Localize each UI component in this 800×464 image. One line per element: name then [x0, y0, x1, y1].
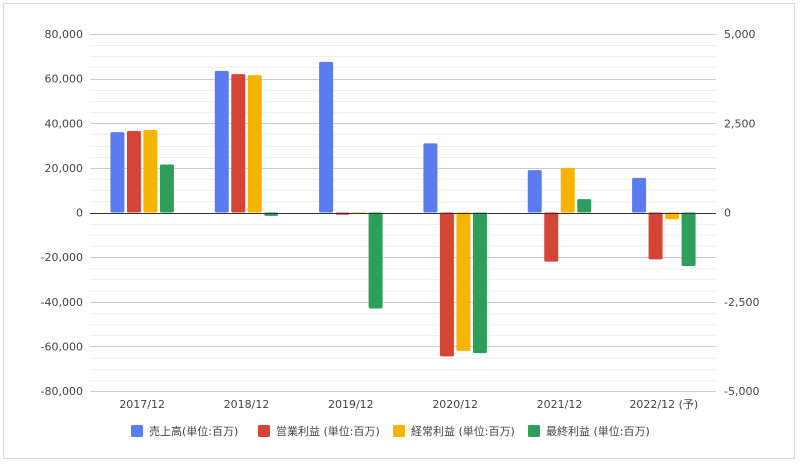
bar — [681, 212, 696, 267]
x-tick-label: 2017/12 — [119, 398, 165, 411]
y2-tick-label: 5,000 — [724, 28, 756, 41]
y2-tick-label: -5,000 — [724, 385, 759, 398]
y-tick-label: -80,000 — [41, 385, 83, 398]
y-tick-label: -20,000 — [41, 251, 83, 264]
bar — [632, 177, 647, 213]
legend-label: 営業利益 (単位:百万) — [276, 424, 380, 438]
legend-label: 売上高(単位:百万) — [149, 424, 238, 438]
legend-swatch — [528, 425, 540, 437]
bar — [456, 212, 471, 351]
bar — [247, 75, 262, 213]
y2-tick-label: 2,500 — [724, 117, 756, 130]
bar — [143, 129, 158, 213]
y2-tick-label: 0 — [724, 207, 731, 220]
bar — [577, 199, 592, 213]
y-tick-label: -40,000 — [41, 296, 83, 309]
bar — [368, 212, 383, 309]
y-tick-label: -60,000 — [41, 340, 83, 353]
legend-label: 最終利益 (単位:百万) — [546, 424, 650, 438]
bar — [665, 212, 680, 220]
legend-swatch — [258, 425, 270, 437]
x-tick-label: 2019/12 — [328, 398, 374, 411]
bar — [648, 212, 663, 260]
x-tick-label: 2022/12 (予) — [629, 398, 698, 411]
y2-tick-label: -2,500 — [724, 296, 759, 309]
x-tick-label: 2020/12 — [432, 398, 478, 411]
major-gridlines — [90, 34, 716, 392]
legend: 売上高(単位:百万) 営業利益 (単位:百万) 経常利益 (単位:百万) 最終利益 (… — [131, 424, 650, 438]
bar — [544, 212, 559, 262]
bar — [214, 70, 229, 213]
bar — [319, 61, 334, 213]
bar — [159, 164, 174, 213]
y-tick-label: 60,000 — [45, 73, 84, 86]
left-y-axis: 80,000 60,000 40,000 20,000 0 -20,000 -40,000 -… — [41, 28, 83, 398]
right-y-axis: 5,000 2,500 0 -2,500 -5,000 — [724, 28, 759, 398]
legend-swatch — [393, 425, 405, 437]
bar — [560, 167, 575, 213]
bar — [231, 74, 246, 213]
bar — [110, 132, 125, 213]
bars — [110, 61, 696, 357]
y-tick-label: 40,000 — [45, 117, 84, 130]
y-tick-label: 80,000 — [45, 28, 84, 41]
x-tick-label: 2021/12 — [537, 398, 583, 411]
bar — [439, 212, 454, 357]
legend-swatch — [131, 425, 143, 437]
minor-gridlines — [90, 45, 716, 381]
bar — [472, 212, 487, 354]
bar — [126, 131, 141, 213]
bar — [423, 143, 438, 213]
x-axis: 2017/12 2018/12 2019/12 2020/12 2021/12 2022/… — [119, 398, 698, 411]
x-tick-label: 2018/12 — [224, 398, 270, 411]
y-tick-label: 20,000 — [45, 162, 84, 175]
legend-label: 経常利益 (単位:百万) — [411, 424, 515, 438]
bar — [527, 170, 542, 213]
y-tick-label: 0 — [76, 207, 83, 220]
